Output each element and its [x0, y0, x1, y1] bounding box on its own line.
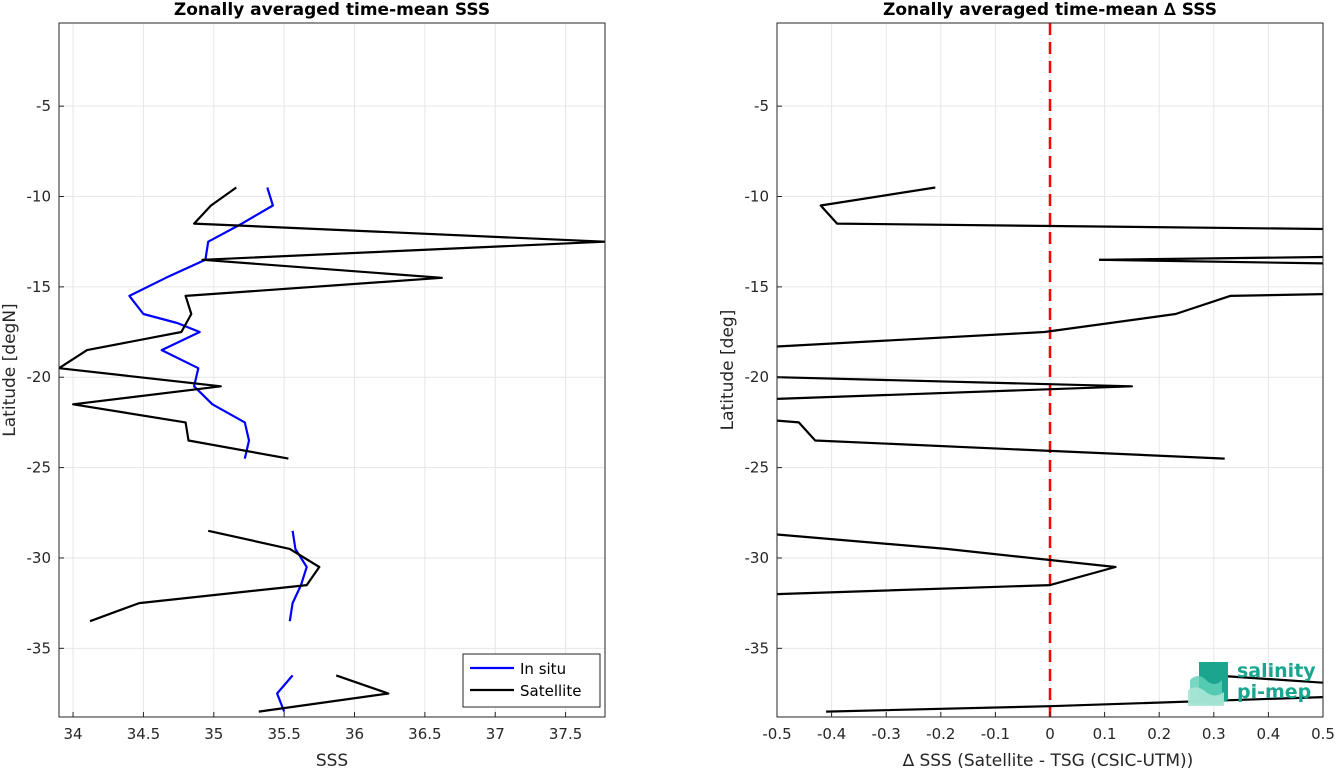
right-chart-ticks: -0.5 -0.4 -0.3 -0.2 -0.1 0 0.1 0.2 0.3 0.4 0.5 -5 -1…: [745, 97, 1335, 743]
right-y-tick-label: -20: [745, 368, 770, 386]
left-x-tick-label: 35.5: [267, 725, 300, 743]
logo-line1: salinity: [1237, 660, 1316, 682]
left-x-tick-label: 36.5: [408, 725, 441, 743]
right-series-0-line: [777, 376, 1134, 400]
left-chart-frame: [58, 22, 606, 718]
left-in-situ-line: [128, 187, 274, 459]
left-y-tick-label: -20: [27, 368, 52, 386]
left-chart-series: [59, 186, 605, 713]
left-x-tick-label: 35: [204, 725, 223, 743]
right-series-0-line: [819, 186, 1323, 231]
right-x-tick-label: -0.5: [762, 725, 791, 743]
right-series-0-line: [777, 293, 1323, 348]
right-series-0-line: [777, 419, 1225, 460]
right-y-tick-label: -35: [745, 639, 770, 657]
legend-satellite-label: Satellite: [520, 682, 581, 700]
left-chart-title: Zonally averaged time-mean SSS: [174, 0, 490, 20]
left-chart: Zonally averaged time-mean SSS 34 34.5 35 3…: [0, 0, 606, 769]
right-series-0-line: [826, 696, 1323, 713]
left-x-axis-label: SSS: [316, 751, 348, 769]
legend-box: [462, 653, 601, 708]
right-y-tick-label: -10: [745, 188, 770, 206]
right-x-tick-label: -0.3: [872, 725, 901, 743]
right-series-0-line: [1213, 674, 1323, 684]
left-x-tick-label: 34.5: [127, 725, 160, 743]
right-chart-frame: [776, 22, 1324, 718]
left-in-situ-line: [288, 530, 308, 622]
right-chart-series: [777, 23, 1323, 717]
right-x-tick-label: 0.1: [1093, 725, 1117, 743]
right-y-tick-label: -30: [745, 549, 770, 567]
left-satellite-line: [89, 529, 321, 623]
left-y-tick-label: -30: [27, 549, 52, 567]
right-x-tick-label: -0.2: [926, 725, 955, 743]
waves-icon: [1188, 662, 1228, 706]
left-chart-grid: [59, 23, 605, 717]
left-y-tick-label: -35: [27, 639, 52, 657]
salinity-pi-mep-logo: salinity pi-mep: [1188, 660, 1316, 706]
right-x-tick-label: 0.5: [1311, 725, 1335, 743]
left-x-tick-label: 36: [345, 725, 364, 743]
right-x-tick-label: 0.4: [1256, 725, 1280, 743]
right-x-tick-label: 0.2: [1147, 725, 1171, 743]
right-series-0-line: [777, 533, 1117, 596]
left-chart-ticks: 34 34.5 35 35.5 36 36.5 37 37.5 -5 -10 -15 -20 -25 -3…: [27, 97, 583, 743]
right-x-tick-label: 0.3: [1202, 725, 1226, 743]
left-y-axis-label: Latitude [degN]: [0, 303, 20, 436]
logo-line2: pi-mep: [1237, 681, 1311, 703]
left-in-situ-line: [276, 674, 294, 713]
right-x-tick-label: -0.4: [817, 725, 846, 743]
left-y-tick-label: -10: [27, 188, 52, 206]
right-y-tick-label: -15: [745, 278, 770, 296]
right-x-tick-label: -0.1: [981, 725, 1010, 743]
left-x-tick-label: 34: [64, 725, 83, 743]
left-satellite-line: [258, 674, 390, 713]
left-satellite-line: [59, 186, 605, 460]
left-y-tick-label: -5: [36, 97, 51, 115]
right-y-tick-label: -25: [745, 459, 770, 477]
left-x-tick-label: 37: [486, 725, 505, 743]
legend: In situ Satellite: [462, 653, 601, 708]
right-chart-title: Zonally averaged time-mean ∆ SSS: [883, 0, 1217, 20]
right-series-0-line: [1099, 255, 1323, 261]
right-y-tick-label: -5: [754, 97, 769, 115]
left-y-tick-label: -25: [27, 459, 52, 477]
right-x-axis-label: ∆ SSS (Satellite - TSG (CSIC-UTM)): [902, 751, 1194, 769]
right-y-axis-label: Latitude [deg]: [718, 310, 738, 431]
right-chart: Zonally averaged time-mean ∆ SSS -0.5 -0.…: [718, 0, 1335, 769]
legend-in-situ-label: In situ: [520, 660, 566, 678]
left-x-tick-label: 37.5: [549, 725, 582, 743]
right-x-tick-label: 0: [1045, 725, 1055, 743]
left-y-tick-label: -15: [27, 278, 52, 296]
